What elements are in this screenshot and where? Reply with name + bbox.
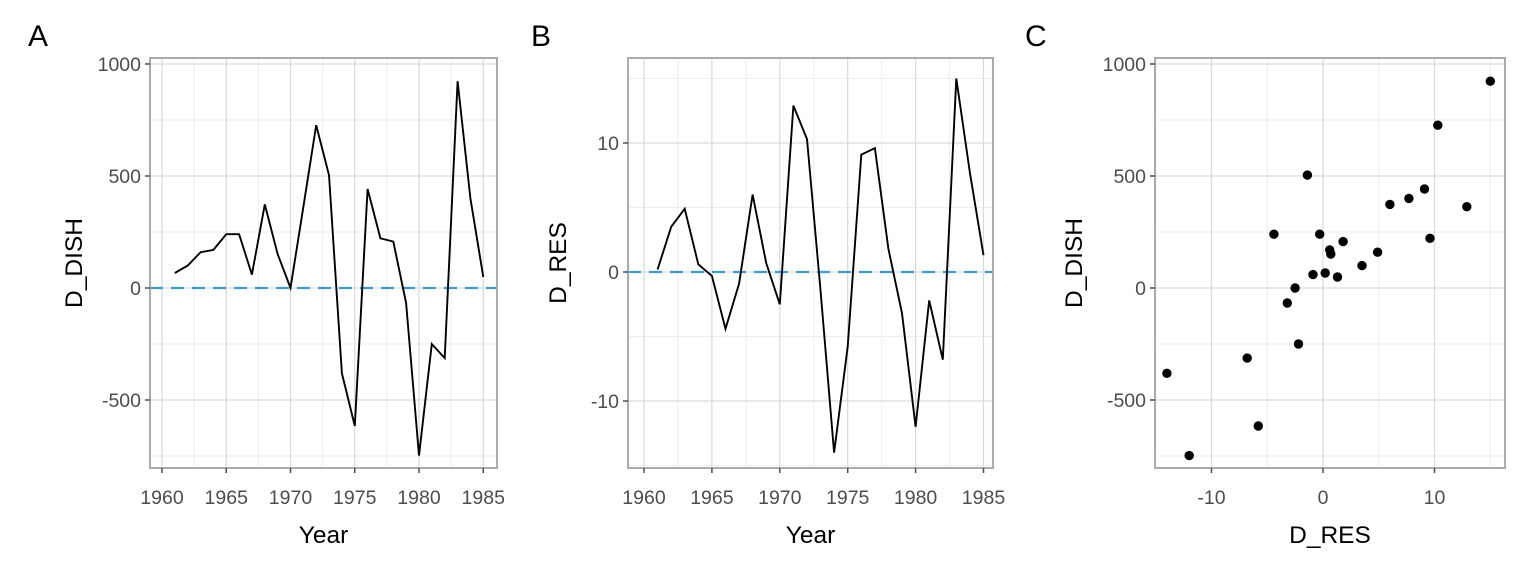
panel-b-x-tick-label: 1965 xyxy=(690,487,734,509)
panel-a-x-tick-label: 1965 xyxy=(205,487,249,509)
panel-c-point xyxy=(1253,421,1264,431)
panel-c-point xyxy=(1485,76,1496,86)
panel-c-tag: C xyxy=(1025,20,1047,53)
panel-b-grid-major xyxy=(628,58,993,468)
panel-a-plot: 1960 1965 1970 1975 1980 1985 -500 0 500 1000 Year… xyxy=(61,54,505,549)
panel-a-x-axis: 1960 1965 1970 1975 1980 1985 xyxy=(140,468,505,509)
panel-a-y-tick-label: -500 xyxy=(102,390,141,412)
panel-b-border xyxy=(627,57,994,469)
panel-a-y-tick-label: 0 xyxy=(130,278,141,300)
panel-c-y-tick-label: -500 xyxy=(1107,390,1146,412)
panel-b-x-tick-label: 1975 xyxy=(826,487,870,509)
panel-c-x-axis: -10 0 10 xyxy=(1197,468,1445,509)
panel-c-border xyxy=(1154,57,1506,469)
panel-b-plot: 1960 1965 1970 1975 1980 1985 -10 0 10 Year D_RES xyxy=(545,57,1005,549)
panel-a-x-tick-label: 1970 xyxy=(269,487,313,509)
panel-c-point xyxy=(1372,247,1383,257)
panel-a-y-tick-label: 1000 xyxy=(98,54,142,76)
panel-b-y-axis-title: D_RES xyxy=(545,222,572,304)
panel-c-point xyxy=(1320,268,1330,278)
panel-a-x-axis-title: Year xyxy=(299,522,349,549)
panel-b-y-tick-label: 10 xyxy=(597,133,619,155)
panel-c-x-tick-label: 0 xyxy=(1318,487,1329,509)
panel-b-grid-minor xyxy=(628,58,993,468)
panel-b-y-tick-label: -10 xyxy=(591,391,619,413)
panel-c-point xyxy=(1242,353,1252,363)
panel-a-grid-minor xyxy=(150,58,497,468)
panel-c-point xyxy=(1462,202,1472,212)
panel-c-point xyxy=(1302,170,1313,180)
panel-b-x-axis: 1960 1965 1970 1975 1980 1985 xyxy=(622,468,1005,509)
panel-c-point xyxy=(1293,339,1304,349)
panel-c-data-points xyxy=(1162,76,1496,461)
panel-b-data-line xyxy=(656,78,985,453)
panel-c-y-tick-label: 0 xyxy=(1135,278,1146,300)
panel-c-point xyxy=(1385,199,1395,210)
panel-c-point xyxy=(1269,229,1279,239)
panel-a-border xyxy=(149,57,498,469)
panel-c-grid-minor xyxy=(1155,58,1505,468)
panel-a-x-tick-label: 1975 xyxy=(333,487,377,509)
panel-a-x-tick-label: 1960 xyxy=(140,487,184,509)
panel-a-tag: A xyxy=(28,20,49,53)
panel-c-point xyxy=(1290,283,1300,293)
panel-c-point xyxy=(1404,193,1414,204)
panel-c-point xyxy=(1425,233,1435,243)
panel-c-point xyxy=(1308,269,1318,280)
panel-c-point xyxy=(1282,298,1293,308)
panel-b-x-tick-label: 1985 xyxy=(962,487,1006,509)
panel-c-x-tick-label: -10 xyxy=(1197,487,1225,509)
panel-c-x-tick-label: 10 xyxy=(1424,487,1446,509)
panel-b-x-tick-label: 1980 xyxy=(894,487,938,509)
panel-b-x-tick-label: 1960 xyxy=(622,487,666,509)
panel-b-y-axis: -10 0 10 xyxy=(591,133,628,413)
panel-c-y-axis: -500 0 500 1000 xyxy=(1103,54,1155,412)
panel-c-y-axis-title: D_DISH xyxy=(1061,218,1088,308)
panel-b-y-tick-label: 0 xyxy=(608,262,619,284)
panel-c-y-tick-label: 1000 xyxy=(1103,54,1147,76)
panel-b-x-tick-label: 1970 xyxy=(758,487,802,509)
panel-c-point xyxy=(1419,184,1430,194)
panel-c-point xyxy=(1332,272,1343,282)
panel-c-point xyxy=(1326,249,1336,259)
panel-c-point xyxy=(1184,450,1194,461)
panel-c-plot: -10 0 10 -500 0 500 1000 D_RES D_DISH xyxy=(1061,54,1506,549)
panel-c-y-tick-label: 500 xyxy=(1113,166,1146,188)
panel-c-x-axis-title: D_RES xyxy=(1289,522,1371,549)
panel-a-x-tick-label: 1980 xyxy=(397,487,441,509)
panel-a-data-line xyxy=(174,81,485,456)
panel-b-x-axis-title: Year xyxy=(786,522,836,549)
panel-a-y-axis: -500 0 500 1000 xyxy=(98,54,150,412)
panel-a-y-tick-label: 500 xyxy=(108,166,141,188)
panel-c-point xyxy=(1338,236,1348,247)
panel-c-point xyxy=(1357,260,1367,271)
panel-a-y-axis-title: D_DISH xyxy=(61,218,88,308)
panel-b-tag: B xyxy=(531,20,552,53)
panel-c-point xyxy=(1162,368,1172,378)
panel-a-x-tick-label: 1985 xyxy=(462,487,506,509)
panel-c-point xyxy=(1315,229,1325,239)
panel-c-point xyxy=(1433,120,1443,130)
